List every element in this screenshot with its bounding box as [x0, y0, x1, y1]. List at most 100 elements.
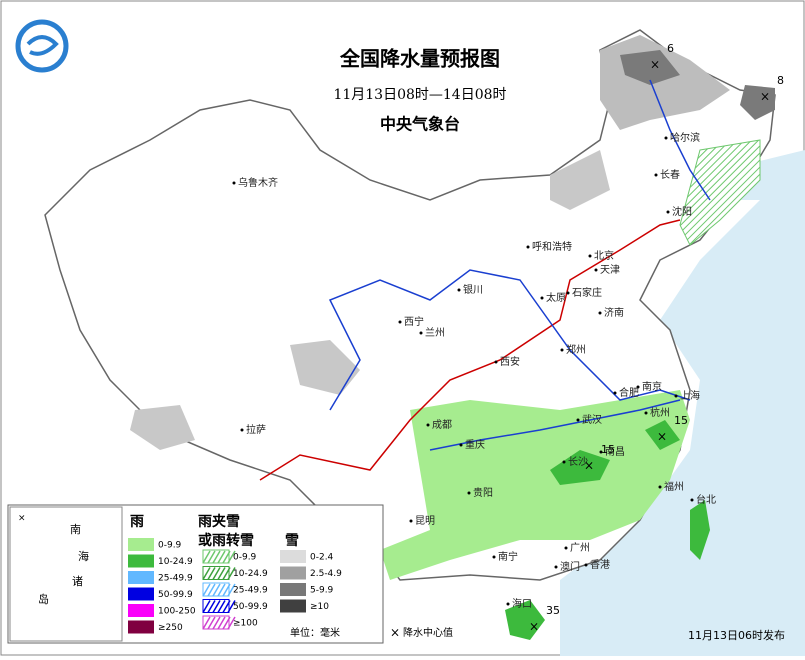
logo [15, 19, 69, 73]
legend-label: 10-24.9 [233, 569, 268, 579]
city-dot [426, 423, 430, 427]
city-label: 太原 [546, 291, 566, 304]
legend-label: ≥250 [158, 623, 183, 633]
city-dot [588, 254, 592, 258]
city-label: 广州 [570, 542, 590, 554]
center-mark: × [760, 90, 770, 104]
city-label: 拉萨 [246, 423, 266, 436]
snow-area [620, 50, 680, 85]
snow-area [740, 85, 775, 120]
legend-swatch [128, 620, 154, 634]
hatch [227, 583, 236, 597]
inset-label: 南 [70, 523, 81, 536]
city-dot [540, 296, 544, 300]
city-label: 长沙 [568, 456, 588, 468]
hatch [212, 567, 221, 580]
rain-area [380, 390, 690, 580]
hatch [227, 567, 236, 580]
subtitle: 11月13日08时—14日08时 [333, 87, 506, 103]
snow-area [130, 405, 195, 450]
city-label: 福州 [664, 480, 684, 493]
hatch [207, 567, 216, 580]
hatch [217, 583, 226, 597]
city-dot [459, 443, 463, 447]
city-label: 澳门 [560, 560, 580, 573]
city-dot [674, 394, 678, 398]
legend-swatch [128, 538, 154, 551]
legend-label: 10-24.9 [158, 557, 193, 567]
legend-label: 2.5-4.9 [310, 569, 342, 579]
hatch [202, 600, 211, 613]
legend-title: 雨 [130, 514, 144, 530]
rain-snow-line [259, 219, 681, 481]
city-label: 呼和浩特 [532, 241, 572, 253]
legend-label: 0-9.9 [233, 553, 257, 563]
city-dot [644, 411, 648, 415]
hatch [212, 583, 221, 597]
city-label: 武汉 [582, 413, 602, 426]
city-label: 北京 [594, 249, 614, 262]
hatch [217, 550, 226, 564]
city-label: 杭州 [650, 406, 670, 419]
legend-label: 50-99.9 [158, 590, 193, 600]
title: 全国降水量预报图 [339, 47, 500, 71]
city-label: 兰州 [425, 326, 445, 339]
city-dot [232, 181, 236, 185]
city-label: 西安 [500, 355, 520, 368]
center-mark: × [650, 58, 660, 72]
city-label: 昆明 [415, 515, 435, 527]
legend-swatch [280, 599, 306, 613]
city-label: 海口 [512, 597, 532, 610]
rain-area [550, 450, 610, 485]
hatch [227, 616, 236, 630]
legend-title: 雨夹雪 [198, 513, 240, 530]
city-label: 南京 [642, 380, 662, 393]
center-mark: × [584, 459, 594, 473]
rain-area [645, 420, 680, 450]
center-value: 15 [601, 443, 615, 456]
legend-label: 0-2.4 [310, 553, 334, 563]
legend-label: 0-9.9 [158, 541, 182, 551]
city-label: 长春 [660, 169, 680, 181]
city-dot [598, 311, 602, 315]
city-label: 南昌 [605, 445, 625, 458]
logo [26, 35, 59, 56]
city-dot [613, 391, 617, 395]
city-dot [457, 288, 461, 292]
hatch [222, 600, 231, 613]
center-mark: × [657, 430, 667, 444]
city-dot [409, 519, 413, 523]
river [429, 399, 681, 451]
legend-label: 5-9.9 [310, 586, 334, 596]
center-mark: × [529, 620, 539, 634]
city-label: 哈尔滨 [670, 131, 700, 144]
hatch [207, 600, 216, 613]
legend-title: 雪 [285, 532, 299, 549]
city-label: 合肥 [619, 386, 639, 399]
inset-label: 岛 [38, 592, 49, 606]
hatch [222, 567, 231, 580]
footer: 11月13日06时发布 [688, 628, 785, 642]
city-label: 银川 [463, 283, 483, 296]
legend-swatch [280, 566, 306, 580]
legend-swatch [128, 604, 154, 617]
hatch [207, 583, 216, 597]
snow-area [290, 340, 360, 395]
center-value: 6 [667, 42, 674, 55]
city-dot [664, 136, 668, 140]
hatch [207, 616, 216, 630]
legend-swatch [280, 583, 306, 596]
rain-area [505, 600, 545, 640]
hatch [227, 600, 236, 613]
city-dot [654, 173, 658, 177]
hatch [217, 567, 226, 580]
city-dot [560, 348, 564, 352]
hatch [207, 550, 216, 564]
city-dot [666, 210, 670, 214]
legend-label: 25-49.9 [158, 574, 193, 584]
legend-swatch [128, 587, 154, 601]
city-dot [240, 428, 244, 432]
unit: 单位：毫米 [290, 626, 340, 639]
